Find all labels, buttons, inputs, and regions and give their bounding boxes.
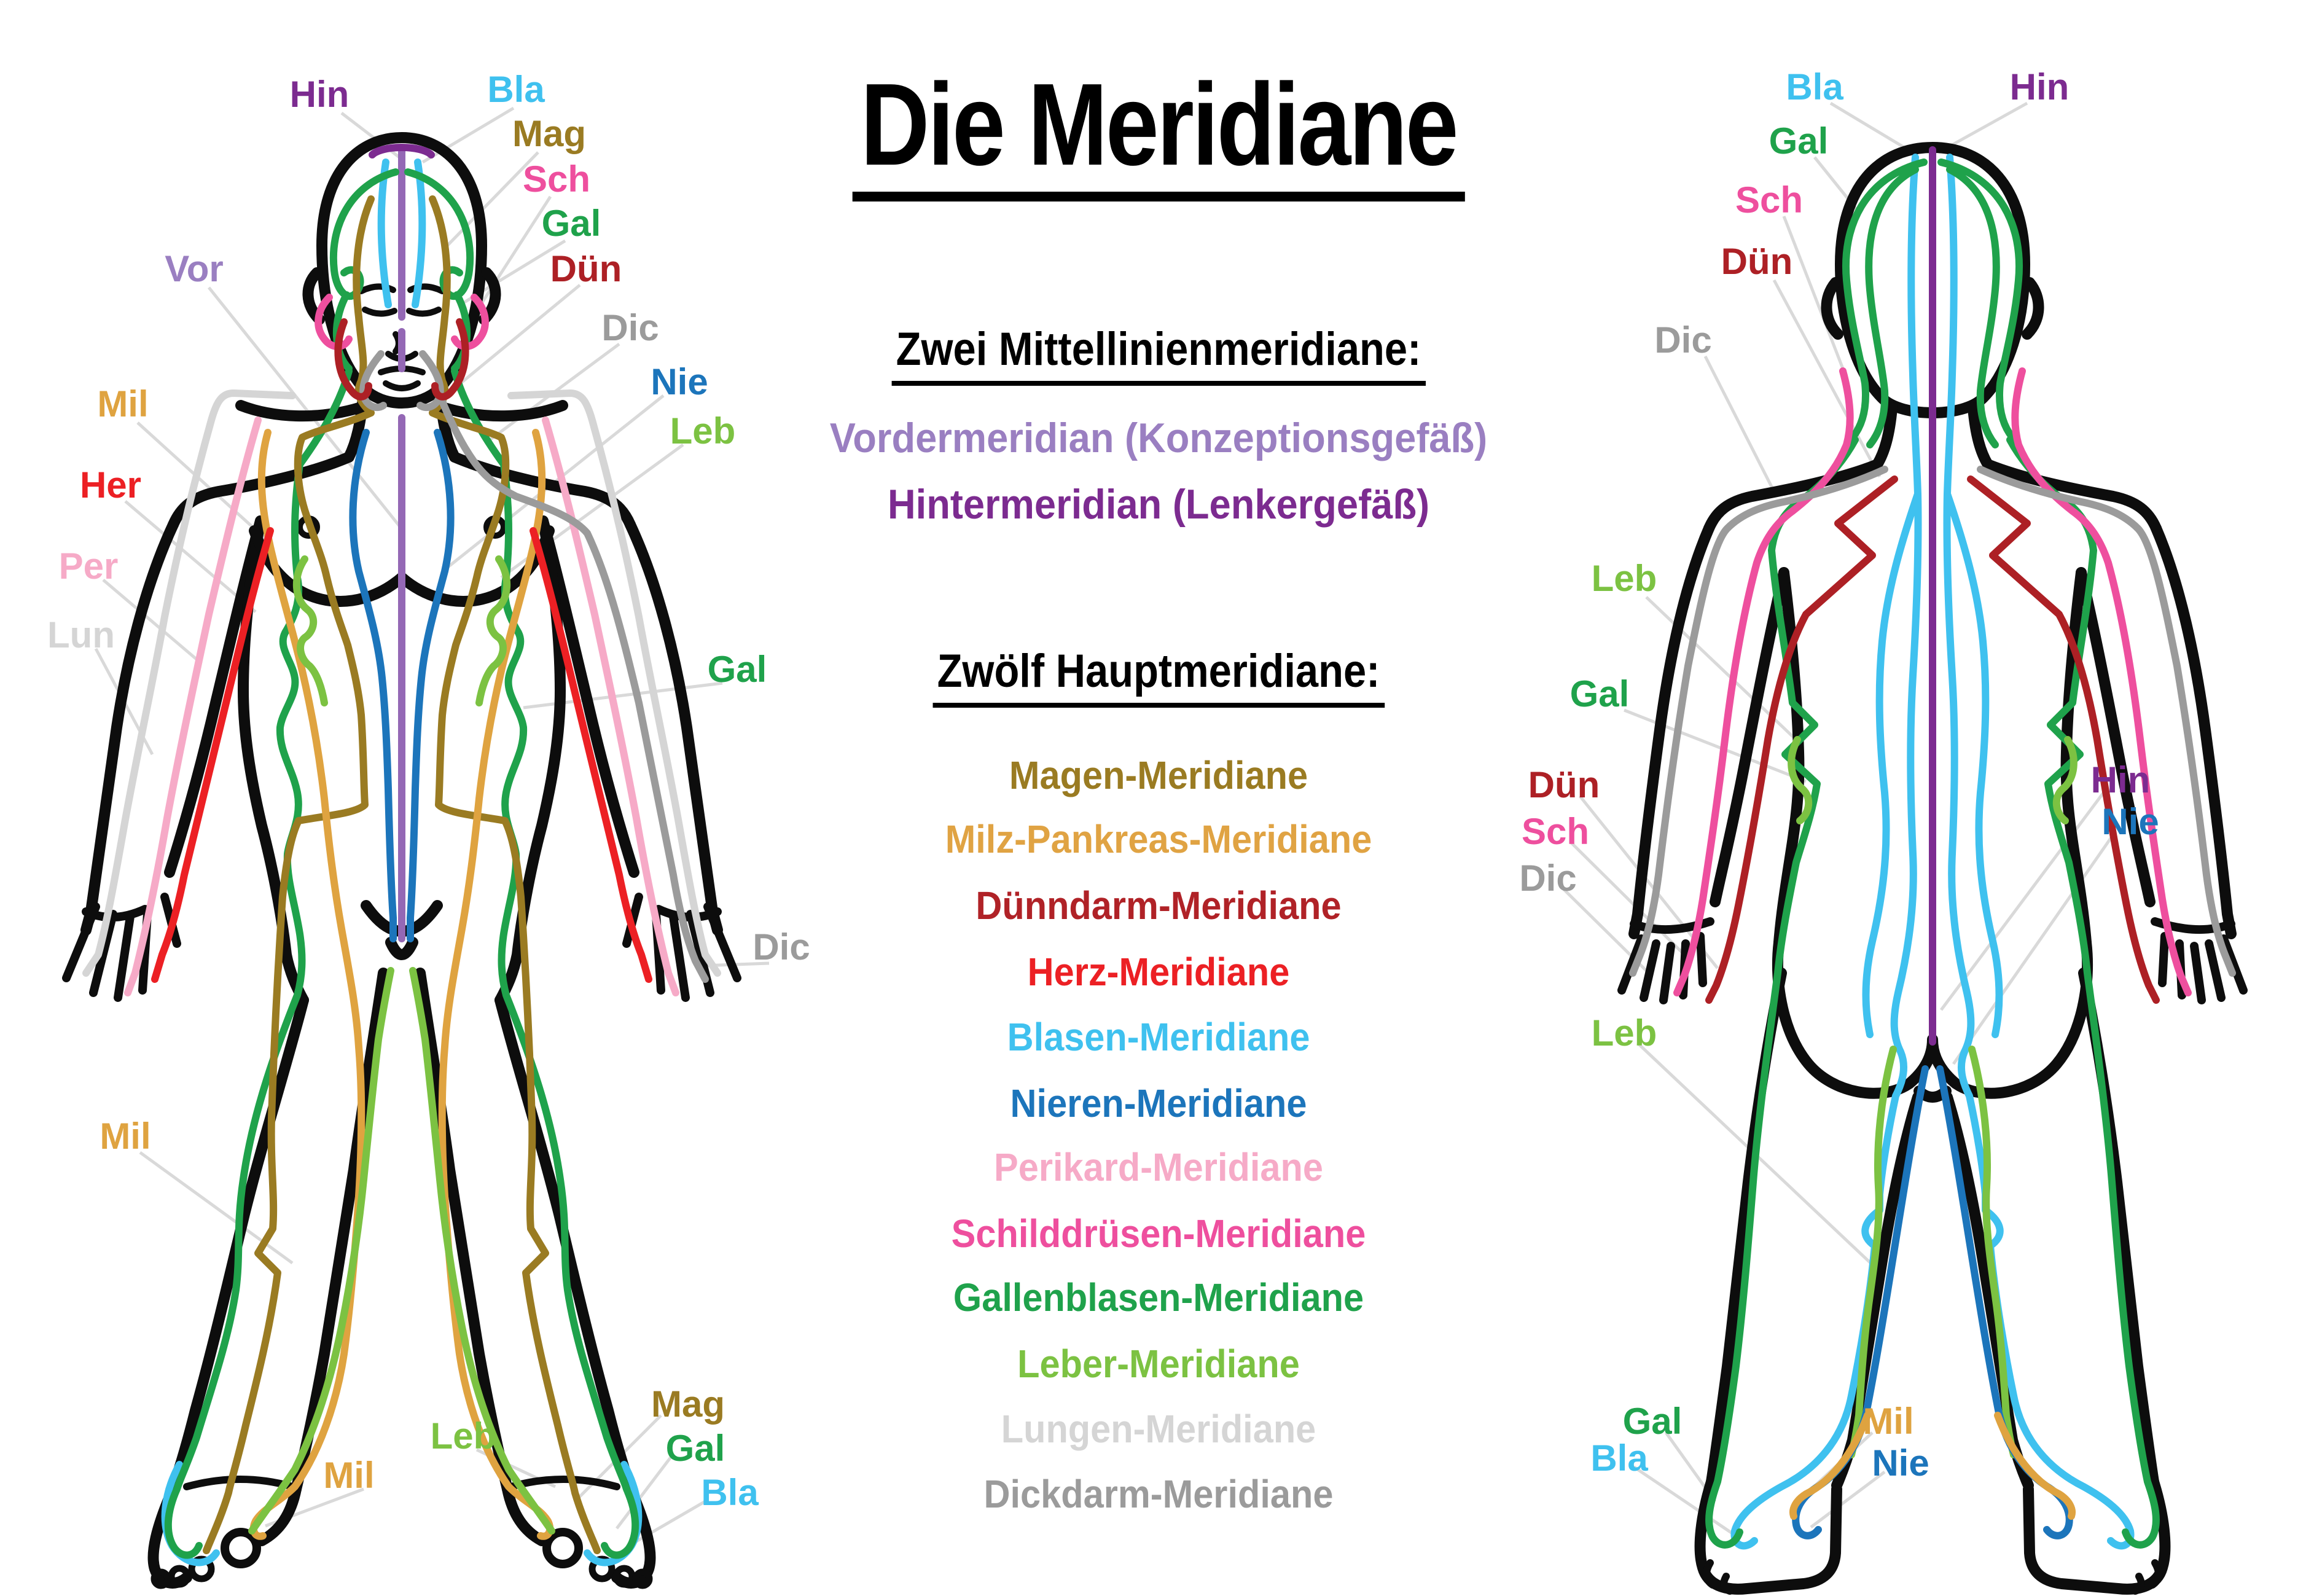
meridian-label: Mil xyxy=(323,1456,375,1496)
meridian-label: Gal xyxy=(1769,122,1829,162)
meridian-label: Dic xyxy=(1654,321,1712,361)
leader-lines xyxy=(94,101,2116,1547)
meridian-label: Hin xyxy=(2009,68,2070,108)
meridian-label: Mil xyxy=(100,1117,151,1157)
front-per-line xyxy=(124,417,679,996)
list-item: Milz-Pankreas-Meridiane xyxy=(945,817,1372,861)
meridian-label: Leb xyxy=(670,412,736,452)
meridian-label: Dün xyxy=(1528,765,1600,806)
meridian-label: Leb xyxy=(1591,1014,1657,1054)
meridian-label: Bla xyxy=(1786,68,1843,108)
meridian-label: Gal xyxy=(1569,675,1630,715)
meridian-label: Dic xyxy=(601,308,659,349)
meridian-label: Gal xyxy=(1622,1402,1683,1442)
back-figure-meridians xyxy=(1629,146,2236,1550)
list-item: Dünndarm-Meridiane xyxy=(975,883,1342,928)
front-mil-line xyxy=(249,429,554,1540)
back-bla-line xyxy=(1730,154,2135,1550)
front-her-line xyxy=(151,527,652,983)
back-hands xyxy=(1617,917,2248,1004)
back-gal-line xyxy=(1705,158,2160,1549)
midline-item: Hintermeridian (Lenkergefäß) xyxy=(887,482,1430,528)
meridian-label: Bla xyxy=(487,70,545,111)
list-item: Dickdarm-Meridiane xyxy=(983,1472,1334,1516)
list-item: Leber-Meridiane xyxy=(1017,1342,1300,1386)
meridian-label: Dic xyxy=(752,928,810,968)
meridian-label: Mag xyxy=(651,1385,725,1425)
meridian-label: Per xyxy=(58,547,119,587)
front-hands xyxy=(62,893,741,1002)
main-section-heading: Zwölf Hauptmeridiane: xyxy=(932,644,1385,708)
front-mag-line xyxy=(203,195,601,1554)
meridian-label: Sch xyxy=(1735,181,1804,221)
meridian-label: Her xyxy=(79,466,142,506)
meridian-label: Mag xyxy=(512,114,586,155)
meridian-label: Leb xyxy=(1591,559,1657,600)
front-hin-line xyxy=(369,144,435,158)
front-figure-meridians xyxy=(82,144,721,1567)
back-duen-line xyxy=(1705,475,2160,1004)
midline-item: Vordermeridian (Konzeptionsgefäß) xyxy=(829,415,1488,462)
front-bla-head xyxy=(377,158,426,308)
meridian-label: Nie xyxy=(651,362,708,403)
meridian-label: Mil xyxy=(97,385,149,425)
meridian-label: Hin xyxy=(289,75,350,115)
list-item: Herz-Meridiane xyxy=(1027,950,1290,994)
meridian-label: Nie xyxy=(2101,802,2159,843)
meridian-label: Bla xyxy=(701,1473,759,1514)
meridian-label: Bla xyxy=(1590,1439,1648,1479)
meridian-label: Mil xyxy=(1863,1402,1914,1442)
back-leb-line xyxy=(1788,736,2078,1458)
back-dic-line xyxy=(1629,466,2236,977)
meridian-label: Gal xyxy=(541,204,601,244)
back-mil-line xyxy=(1789,1412,2076,1520)
list-item: Gallenblasen-Meridiane xyxy=(953,1275,1364,1320)
list-item: Lungen-Meridiane xyxy=(1001,1407,1316,1451)
list-item: Schilddrüsen-Meridiane xyxy=(951,1211,1366,1256)
meridian-label: Gal xyxy=(665,1429,725,1469)
meridian-label: Dün xyxy=(1721,242,1793,283)
front-lun-line xyxy=(82,389,721,977)
list-item: Nieren-Meridiane xyxy=(1010,1081,1307,1125)
meridian-label: Sch xyxy=(1521,812,1590,853)
front-leb-line xyxy=(248,555,555,1535)
list-item: Perikard-Meridiane xyxy=(994,1145,1323,1189)
front-figure-body xyxy=(62,132,741,1589)
meridian-label: Leb xyxy=(430,1417,496,1457)
meridian-label: Dün xyxy=(550,249,622,290)
front-nie-line xyxy=(349,429,455,942)
meridian-label: Nie xyxy=(1872,1444,1929,1484)
list-item: Magen-Meridiane xyxy=(1009,753,1308,797)
front-duen-line xyxy=(334,318,469,401)
meridian-label: Sch xyxy=(522,160,591,200)
meridian-label: Lun xyxy=(47,616,115,656)
midline-section-heading: Zwei Mittellinienmeridiane: xyxy=(891,322,1426,386)
page-title: Die Meridiane xyxy=(852,64,1465,201)
meridian-label: Gal xyxy=(707,650,767,690)
meridian-label: Vor xyxy=(165,249,224,290)
back-sch-line xyxy=(1673,367,2192,996)
list-item: Blasen-Meridiane xyxy=(1007,1015,1310,1059)
meridian-label: Hin xyxy=(2090,761,2151,801)
meridian-label: Dic xyxy=(1519,859,1577,899)
